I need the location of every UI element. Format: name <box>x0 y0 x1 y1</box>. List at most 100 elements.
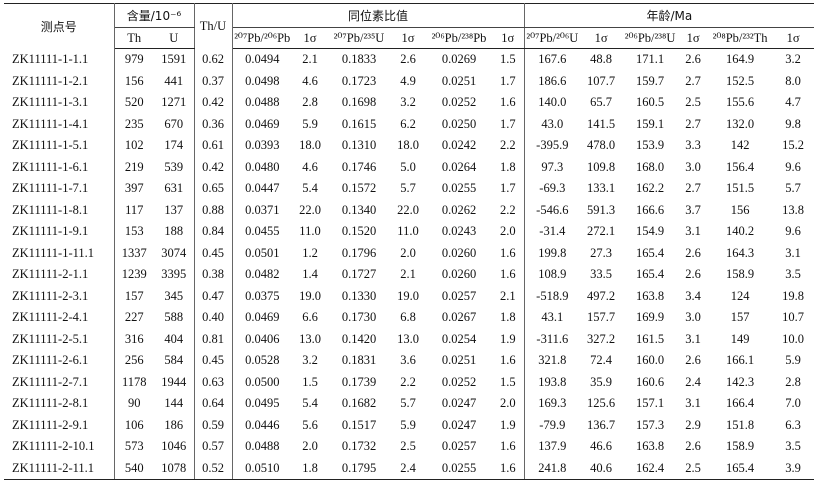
subheader-sigma-5: 1σ <box>678 27 709 49</box>
cell-th-content: 235 <box>124 116 144 131</box>
cell-pb206-pb238: 0.0257 <box>441 439 477 454</box>
cell-pb207-pb206: 0.0446 <box>245 417 280 432</box>
cell-age-pb206-u238-sigma: 2.6 <box>685 245 701 260</box>
cell-age-pb207-pb206: 108.9 <box>538 267 567 282</box>
table-row: ZK11111-1-7.1 397 631 0.65 0.0447 5.4 0.1572 5.… <box>4 178 814 200</box>
cell-age-pb207-pb206: 167.6 <box>538 52 567 67</box>
cell-pb206-pb238: 0.0243 <box>441 224 477 239</box>
table-row: ZK11111-1-9.1 153 188 0.84 0.0455 11.0 0.1520 1… <box>4 221 814 243</box>
cell-pb207-u235-sigma: 19.0 <box>397 288 419 303</box>
cell-pb207-u235-sigma: 22.0 <box>397 202 419 217</box>
cell-pb207-pb206-sigma: 3.2 <box>302 353 318 368</box>
cell-u-content: 588 <box>154 307 195 329</box>
cell-age-pb206-u238-sigma: 2.4 <box>685 374 701 389</box>
cell-age-pb207-pb206-sigma: 33.5 <box>590 267 613 282</box>
cell-age-pb208-th232: 124 <box>730 288 750 303</box>
table-row: ZK11111-1-2.1 156 441 0.37 0.0498 4.6 0.1723 4.… <box>4 70 814 92</box>
table-row: ZK11111-2-5.1 316 404 0.81 0.0406 13.0 0.1420 1… <box>4 328 814 350</box>
cell-pb207-u235: 0.1723 <box>341 73 377 88</box>
cell-age-pb206-u238-sigma: 3.3 <box>685 138 701 153</box>
cell-th-content: 1337 <box>121 245 147 260</box>
cell-pb207-pb206-sigma: 22.0 <box>299 202 321 217</box>
cell-pb207-pb206: 0.0375 <box>245 288 280 303</box>
cell-pb207-u235-sigma: 6.2 <box>400 116 416 131</box>
cell-age-pb207-pb206-sigma: 107.7 <box>587 73 616 88</box>
subheader-pb207-u235: ²⁰⁷Pb/²³⁵U <box>328 27 390 49</box>
cell-age-pb208-th232-sigma: 4.7 <box>785 95 801 110</box>
cell-pb207-u235: 0.1340 <box>341 202 377 217</box>
cell-age-pb207-pb206: 193.8 <box>538 374 567 389</box>
cell-th-u-ratio: 0.88 <box>194 199 233 221</box>
cell-spot-id: ZK11111-1-3.1 <box>4 92 115 114</box>
cell-u-content: 1944 <box>154 371 195 393</box>
cell-pb207-u235: 0.1730 <box>341 310 377 325</box>
cell-age-pb206-u238: 163.8 <box>636 288 665 303</box>
cell-pb206-pb238-sigma: 1.5 <box>492 371 525 393</box>
cell-age-pb206-u238: 160.6 <box>636 374 665 389</box>
subheader-age-pb206-u238: ²⁰⁶Pb/²³⁸U <box>622 27 679 49</box>
cell-age-pb207-pb206: 97.3 <box>541 159 564 174</box>
cell-age-pb206-u238: 168.0 <box>636 159 665 174</box>
cell-pb206-pb238: 0.0257 <box>441 288 477 303</box>
cell-th-u-ratio: 0.64 <box>194 393 233 415</box>
header-isotope-ratios: 同位素比值 <box>232 3 525 28</box>
cell-pb207-pb206-sigma: 5.6 <box>302 417 318 432</box>
cell-u-content: 186 <box>154 414 195 436</box>
cell-pb207-u235-sigma: 2.5 <box>400 439 416 454</box>
cell-th-content: 102 <box>124 138 144 153</box>
cell-u-content: 404 <box>154 328 195 350</box>
cell-th-u-ratio: 0.42 <box>194 92 233 114</box>
cell-pb207-pb206-sigma: 11.0 <box>299 224 321 239</box>
cell-age-pb208-th232: 151.8 <box>726 417 755 432</box>
cell-pb207-u235: 0.1572 <box>341 181 377 196</box>
cell-age-pb207-pb206-sigma: 141.5 <box>587 116 616 131</box>
cell-age-pb206-u238: 161.5 <box>636 331 665 346</box>
cell-age-pb208-th232: 158.9 <box>726 439 755 454</box>
cell-spot-id: ZK11111-2-4.1 <box>4 307 115 329</box>
cell-age-pb208-th232: 156 <box>730 202 750 217</box>
cell-pb207-pb206: 0.0495 <box>245 396 280 411</box>
cell-age-pb208-th232: 164.3 <box>726 245 755 260</box>
cell-pb206-pb238-sigma: 1.7 <box>492 70 525 92</box>
cell-age-pb208-th232-sigma: 3.5 <box>785 439 801 454</box>
cell-th-u-ratio: 0.62 <box>194 48 233 71</box>
cell-spot-id: ZK11111-1-8.1 <box>4 199 115 221</box>
cell-age-pb207-pb206-sigma: 157.7 <box>587 310 616 325</box>
cell-pb207-pb206-sigma: 13.0 <box>299 331 321 346</box>
cell-pb207-u235: 0.1732 <box>341 439 377 454</box>
table-row: ZK11111-1-6.1 219 539 0.42 0.0480 4.6 0.1746 5.… <box>4 156 814 178</box>
cell-age-pb206-u238: 163.8 <box>636 439 665 454</box>
cell-age-pb207-pb206-sigma: 40.6 <box>580 457 623 480</box>
cell-age-pb207-pb206: -546.6 <box>536 202 569 217</box>
cell-u-content: 345 <box>154 285 195 307</box>
cell-age-pb207-pb206: -311.6 <box>536 331 569 346</box>
cell-age-pb208-th232-sigma: 5.7 <box>785 181 801 196</box>
cell-pb206-pb238-sigma: 1.7 <box>492 113 525 135</box>
cell-pb207-pb206: 0.0469 <box>245 310 280 325</box>
cell-age-pb207-pb206-sigma: 48.8 <box>590 52 613 67</box>
cell-pb207-u235: 0.1310 <box>341 138 377 153</box>
cell-pb206-pb238-sigma: 2.2 <box>492 199 525 221</box>
cell-age-pb208-th232-sigma: 2.8 <box>785 374 801 389</box>
cell-age-pb207-pb206-sigma: 35.9 <box>590 374 613 389</box>
cell-spot-id: ZK11111-2-7.1 <box>4 371 115 393</box>
subheader-pb206-pb238: ²⁰⁶Pb/²³⁸Pb <box>426 27 492 49</box>
cell-pb206-pb238-sigma: 1.8 <box>492 307 525 329</box>
cell-th-u-ratio: 0.45 <box>194 242 233 264</box>
cell-pb207-pb206-sigma: 2.8 <box>302 95 318 110</box>
cell-pb207-u235: 0.1795 <box>328 457 390 480</box>
cell-pb206-pb238-sigma: 1.6 <box>492 436 525 458</box>
cell-age-pb207-pb206-sigma: 125.6 <box>587 396 616 411</box>
cell-pb207-u235-sigma: 3.6 <box>400 353 416 368</box>
cell-pb206-pb238: 0.0247 <box>441 396 477 411</box>
cell-pb206-pb238-sigma: 2.0 <box>492 221 525 243</box>
cell-age-pb206-u238-sigma: 3.1 <box>685 224 701 239</box>
cell-th-content: 1178 <box>121 374 147 389</box>
cell-th-u-ratio: 0.63 <box>194 371 233 393</box>
cell-pb207-pb206-sigma: 1.5 <box>302 374 318 389</box>
cell-th-content: 573 <box>124 439 144 454</box>
cell-u-content: 1591 <box>154 48 195 71</box>
cell-pb206-pb238-sigma: 1.8 <box>492 156 525 178</box>
cell-age-pb207-pb206: 43.1 <box>541 310 564 325</box>
cell-th-u-ratio: 0.37 <box>194 70 233 92</box>
